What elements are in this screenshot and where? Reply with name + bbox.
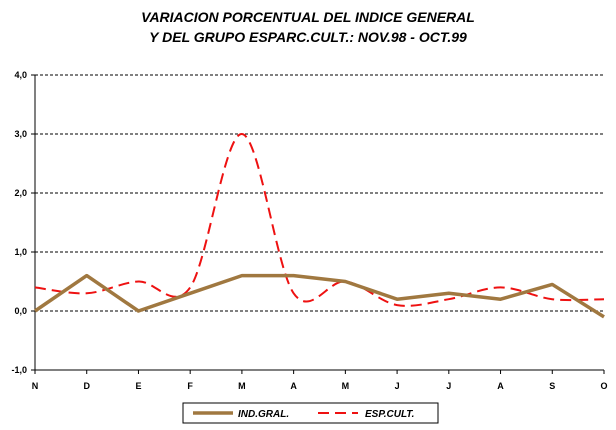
legend-label-ind-gral: IND.GRAL. bbox=[238, 409, 289, 420]
x-tick-label: J bbox=[446, 381, 451, 391]
y-tick-labels: 4,0 3,0 2,0 1,0 0,0 -1,0 bbox=[11, 70, 27, 375]
x-tick-label: E bbox=[135, 381, 141, 391]
y-tick-label: 1,0 bbox=[14, 247, 27, 257]
chart-title-line2: Y DEL GRUPO ESPARC.CULT.: NOV.98 - OCT.9… bbox=[149, 29, 467, 45]
series-lines bbox=[34, 132, 605, 319]
legend-label-esp-cult: ESP.CULT. bbox=[365, 409, 414, 420]
x-tick-label: M bbox=[238, 381, 246, 391]
x-tick-label: A bbox=[497, 381, 504, 391]
x-tick-label: D bbox=[83, 381, 90, 391]
x-tick-label: A bbox=[290, 381, 297, 391]
series-line-ind-gral bbox=[34, 273, 605, 319]
axes bbox=[31, 74, 605, 374]
y-tick-label: 3,0 bbox=[14, 129, 27, 139]
x-tick-label: M bbox=[342, 381, 350, 391]
y-tick-label: 2,0 bbox=[14, 188, 27, 198]
y-tick-label: 4,0 bbox=[14, 70, 27, 80]
legend: IND.GRAL. ESP.CULT. bbox=[182, 402, 439, 424]
x-tick-label: O bbox=[600, 381, 607, 391]
chart-title-line1: VARIACION PORCENTUAL DEL INDICE GENERAL bbox=[141, 9, 475, 25]
grid-lines bbox=[35, 74, 604, 312]
series-line-esp-cult bbox=[34, 132, 605, 307]
legend-box bbox=[182, 402, 439, 424]
y-tick-label: -1,0 bbox=[11, 365, 27, 375]
y-tick-label: 0,0 bbox=[14, 306, 27, 316]
x-tick-label: N bbox=[32, 381, 39, 391]
x-tick-label: S bbox=[549, 381, 555, 391]
x-tick-label: F bbox=[187, 381, 193, 391]
x-tick-label: J bbox=[395, 381, 400, 391]
